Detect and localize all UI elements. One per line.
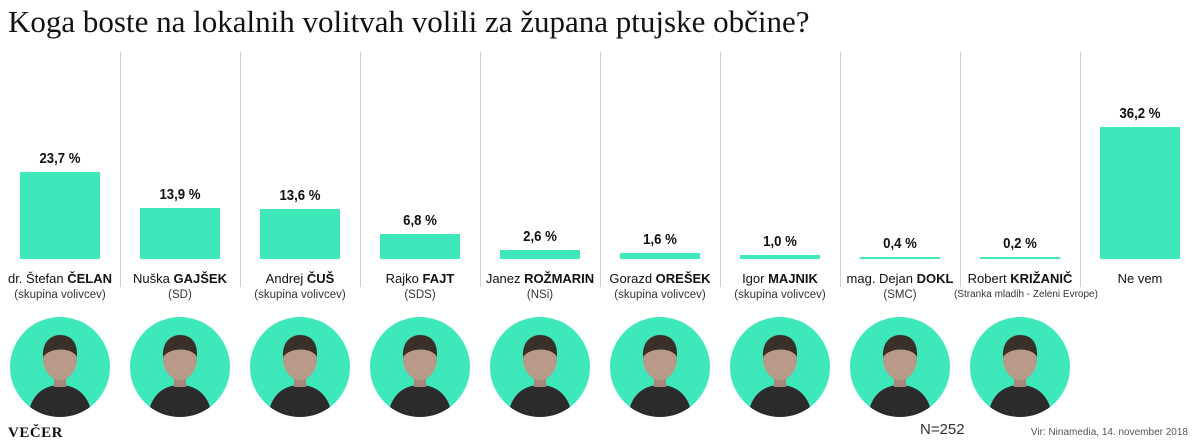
- candidate-last-name: MAJNIK: [768, 271, 818, 286]
- bar-column: 2,6 % Janez ROŽMARIN (NSi): [480, 52, 600, 417]
- candidate-party: (NSi): [526, 289, 554, 301]
- candidate-portrait: [730, 317, 830, 417]
- category-label: dr. Štefan ČELAN: [0, 271, 126, 286]
- candidate-last-name: ČELAN: [67, 271, 113, 286]
- candidate-first-name: Igor: [742, 271, 769, 286]
- candidate-last-name: ČUŠ: [306, 271, 335, 286]
- bar-column: 1,6 % Gorazd OREŠEK (skupina volivcev): [600, 52, 720, 417]
- bar-column: 0,2 % Robert KRIŽANIČ (Stranka mladih - Ze…: [954, 52, 1098, 417]
- bar-column: 13,9 % Nuška GAJŠEK (SD): [120, 52, 240, 417]
- candidate-first-name: dr. Štefan: [7, 271, 68, 286]
- bar: [980, 257, 1060, 259]
- candidate-portrait: [370, 317, 470, 417]
- bar: [500, 249, 580, 259]
- bar-column: 0,4 % mag. Dejan DOKL (SMC): [840, 52, 960, 417]
- candidate-first-name: Robert: [967, 271, 1011, 286]
- bar-column: 36,2 % Ne vem: [1080, 52, 1200, 407]
- candidate-party: (skupina volivcev): [14, 289, 106, 301]
- bar-column: 23,7 % dr. Štefan ČELAN (skupina volivcev): [0, 52, 120, 417]
- data-label: 13,6 %: [279, 187, 321, 205]
- category-label: Gorazd OREŠEK: [594, 271, 726, 286]
- candidate-first-name: Gorazd: [609, 271, 656, 286]
- data-label: 6,8 %: [403, 212, 437, 230]
- candidate-first-name: Ne vem: [1117, 271, 1163, 286]
- category-label: Igor MAJNIK: [714, 271, 846, 286]
- data-label: 2,6 %: [523, 227, 557, 245]
- candidate-party: (SD): [168, 289, 192, 301]
- person-silhouette-icon: [268, 335, 332, 417]
- category-label: mag. Dejan DOKL: [834, 271, 966, 286]
- publisher-logo: VEČER: [8, 425, 64, 441]
- person-silhouette-icon: [28, 335, 92, 417]
- candidate-last-name: GAJŠEK: [173, 271, 227, 286]
- person-silhouette-icon: [748, 335, 812, 417]
- data-label: 0,4 %: [883, 235, 917, 252]
- candidate-last-name: DOKL: [916, 271, 954, 286]
- candidate-last-name: KRIŽANIČ: [1010, 271, 1073, 286]
- bar: [740, 255, 820, 259]
- candidate-portrait: [970, 317, 1070, 417]
- bar-column: 13,6 % Andrej ČUŠ (skupina volivcev): [240, 52, 360, 417]
- bar: [140, 208, 220, 259]
- source-note: Vir: Ninamedia, 14. november 2018: [1030, 427, 1188, 438]
- column-divider: [720, 52, 721, 287]
- bar: [1100, 126, 1180, 259]
- candidate-party: (Stranka mladih - Zeleni Evrope): [954, 289, 1098, 300]
- data-label: 36,2 %: [1119, 104, 1161, 122]
- column-divider: [120, 52, 121, 287]
- column-divider: [240, 52, 241, 287]
- candidate-first-name: Janez: [485, 271, 525, 286]
- category-label: Nuška GAJŠEK: [114, 271, 246, 286]
- bar-column: 1,0 % Igor MAJNIK (skupina volivcev): [720, 52, 840, 417]
- bar: [620, 253, 700, 259]
- candidate-party: (skupina volivcev): [614, 289, 706, 301]
- candidate-first-name: Nuška: [133, 271, 174, 286]
- category-label: Andrej ČUŠ: [234, 271, 366, 286]
- column-divider: [840, 52, 841, 287]
- person-silhouette-icon: [988, 335, 1052, 417]
- data-label: 13,9 %: [159, 186, 201, 204]
- column-divider: [480, 52, 481, 287]
- column-divider: [960, 52, 961, 287]
- person-silhouette-icon: [508, 335, 572, 417]
- person-silhouette-icon: [628, 335, 692, 417]
- candidate-party: (skupina volivcev): [734, 289, 826, 301]
- data-label: 0,2 %: [1003, 235, 1037, 252]
- sample-size-label: N=252: [920, 421, 965, 438]
- candidate-portrait: [850, 317, 950, 417]
- candidate-portrait: [130, 317, 230, 417]
- category-label: Janez ROŽMARIN: [474, 271, 606, 286]
- candidate-last-name: FAJT: [422, 271, 455, 286]
- bar: [380, 234, 460, 259]
- bar: [860, 257, 940, 259]
- category-label: Ne vem: [1074, 271, 1200, 286]
- candidate-last-name: OREŠEK: [655, 271, 711, 286]
- column-divider: [1080, 52, 1081, 287]
- column-divider: [360, 52, 361, 287]
- candidate-party: (SMC): [883, 289, 917, 301]
- person-silhouette-icon: [868, 335, 932, 417]
- candidate-portrait: [250, 317, 350, 417]
- data-label: 1,6 %: [643, 231, 677, 249]
- candidate-party: (SDS): [404, 289, 436, 301]
- column-divider: [600, 52, 601, 287]
- person-silhouette-icon: [148, 335, 212, 417]
- bar-column: 6,8 % Rajko FAJT (SDS): [360, 52, 480, 417]
- person-silhouette-icon: [388, 335, 452, 417]
- candidate-first-name: Rajko: [385, 271, 423, 286]
- candidate-portrait: [610, 317, 710, 417]
- data-label: 1,0 %: [763, 233, 797, 251]
- chart-title: Koga boste na lokalnih volitvah volili z…: [8, 4, 810, 39]
- bar: [20, 172, 100, 259]
- candidate-party: (skupina volivcev): [254, 289, 346, 301]
- category-label: Rajko FAJT: [354, 271, 486, 286]
- candidate-first-name: Andrej: [265, 271, 307, 286]
- bar: [260, 209, 340, 259]
- candidate-portrait: [10, 317, 110, 417]
- candidate-first-name: mag. Dejan: [846, 271, 917, 286]
- data-label: 23,7 %: [39, 150, 81, 168]
- category-label: Robert KRIŽANIČ: [954, 271, 1086, 286]
- candidate-last-name: ROŽMARIN: [524, 271, 595, 286]
- candidate-portrait: [490, 317, 590, 417]
